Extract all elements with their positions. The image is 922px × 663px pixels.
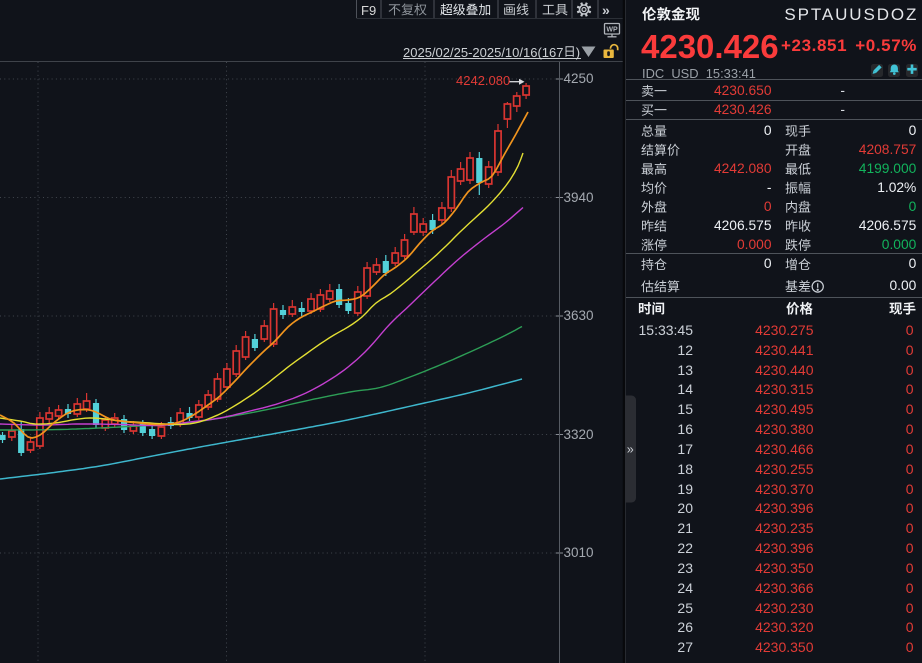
svg-text:»: »	[627, 443, 634, 457]
svg-text:WP: WP	[606, 27, 618, 34]
